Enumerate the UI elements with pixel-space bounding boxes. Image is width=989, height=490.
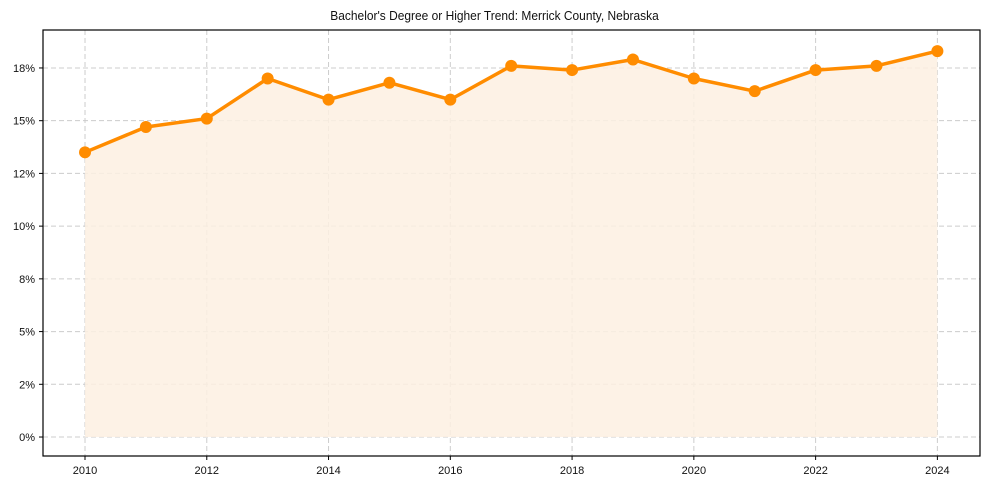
x-tick-label: 2024	[925, 465, 949, 477]
chart-title: Bachelor's Degree or Higher Trend: Merri…	[330, 8, 659, 23]
y-tick-label: 10%	[13, 221, 35, 233]
data-point	[79, 146, 92, 159]
data-point	[687, 72, 700, 85]
data-point	[870, 59, 883, 72]
y-tick-label: 18%	[13, 63, 35, 75]
data-point	[931, 45, 944, 58]
x-tick-label: 2014	[316, 465, 340, 477]
data-point	[200, 112, 213, 125]
data-point	[748, 85, 761, 98]
x-tick-label: 2020	[682, 465, 706, 477]
x-tick-label: 2018	[560, 465, 584, 477]
data-point	[626, 53, 639, 66]
x-tick-label: 2010	[73, 465, 97, 477]
y-tick-label: 0%	[19, 432, 35, 444]
data-point	[444, 93, 457, 106]
x-tick-label: 2022	[803, 465, 827, 477]
data-point	[809, 64, 822, 77]
data-markers	[79, 45, 944, 159]
data-point	[505, 59, 518, 72]
y-tick-label: 15%	[13, 116, 35, 128]
y-tick-label: 8%	[19, 274, 35, 286]
area-fill	[85, 51, 938, 438]
y-tick-label: 5%	[19, 327, 35, 339]
axes-frame	[42, 29, 981, 457]
x-tick-label: 2012	[195, 465, 219, 477]
data-point	[383, 76, 396, 89]
y-axis: 0% 2% 5% 8% 10% 12% 15% 18%	[13, 63, 43, 444]
data-point	[261, 72, 274, 85]
x-tick-label: 2016	[438, 465, 462, 477]
y-tick-label: 12%	[13, 168, 35, 180]
data-point	[139, 121, 152, 134]
y-tick-label: 2%	[19, 379, 35, 391]
x-axis: 2010 2012 2014 2016 2018 2020 2022 2024	[73, 456, 950, 477]
data-point	[322, 93, 335, 106]
data-point	[566, 64, 579, 77]
